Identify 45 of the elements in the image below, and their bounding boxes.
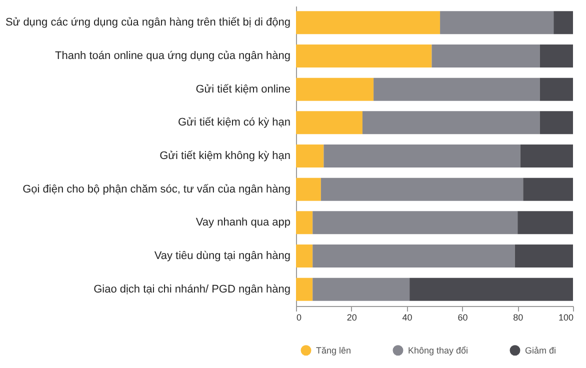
bar	[540, 111, 573, 134]
bar	[296, 244, 313, 268]
bar	[296, 211, 313, 234]
y-tick-label: Gửi tiết kiệm có kỳ hạn	[178, 116, 290, 129]
y-tick-label: Giao dịch tại chi nhánh/ PGD ngân hàng	[94, 283, 290, 296]
x-tick-label: 60	[458, 312, 468, 322]
bar	[432, 44, 540, 68]
bar	[440, 11, 554, 34]
bar	[296, 111, 362, 134]
bar	[312, 211, 518, 234]
bar	[518, 211, 573, 234]
bar	[312, 278, 410, 301]
bar	[554, 11, 573, 34]
bar	[296, 11, 440, 34]
legend-label: Tăng lên	[316, 345, 352, 356]
x-tick-label: 80	[513, 312, 524, 322]
x-tick-label: 20	[346, 312, 357, 322]
bar	[312, 244, 515, 268]
bar	[374, 78, 540, 101]
bar	[320, 178, 524, 201]
x-tick-label: 40	[402, 312, 412, 322]
bar	[296, 178, 321, 201]
bar	[362, 111, 540, 134]
y-tick-label: Gửi tiết kiệm online	[196, 83, 290, 96]
bar	[296, 78, 374, 101]
bar	[296, 144, 324, 168]
bar	[540, 78, 573, 101]
y-tick-label: Gửi tiết kiệm không kỳ hạn	[160, 150, 290, 162]
y-tick-label: Vay nhanh qua app	[196, 216, 290, 229]
y-tick-label: Thanh toán online qua ứng dụng của ngân hàng	[54, 50, 290, 62]
y-tick-label: Vay tiêu dùng tại ngân hàng	[154, 250, 290, 262]
bar	[296, 44, 432, 68]
bar	[410, 278, 573, 301]
y-tick-label: Gọi điện cho bộ phận chăm sóc, tư vấn của ngân hàng	[22, 183, 290, 196]
legend-label: Giảm đi	[525, 345, 556, 356]
y-tick-label: Sử dụng các ứng dụng của ngân hàng trên thiết bị di động	[5, 16, 290, 29]
bar	[296, 278, 313, 301]
bar	[520, 144, 573, 168]
x-tick-label: 100	[558, 312, 574, 322]
x-tick-label: 0	[296, 312, 302, 322]
bar	[514, 244, 573, 268]
bar	[324, 144, 520, 168]
legend-label: Không thay đổi	[408, 345, 468, 356]
bar	[540, 44, 573, 68]
bar	[523, 178, 573, 201]
